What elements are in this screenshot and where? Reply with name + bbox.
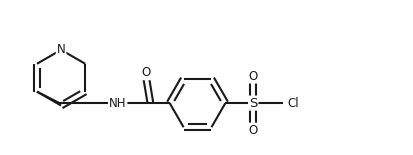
Text: S: S [249, 97, 257, 110]
Text: O: O [249, 70, 258, 83]
Text: N: N [57, 43, 65, 56]
Text: O: O [142, 66, 151, 79]
Text: O: O [249, 124, 258, 137]
Text: NH: NH [109, 97, 126, 110]
Text: Cl: Cl [287, 97, 299, 110]
